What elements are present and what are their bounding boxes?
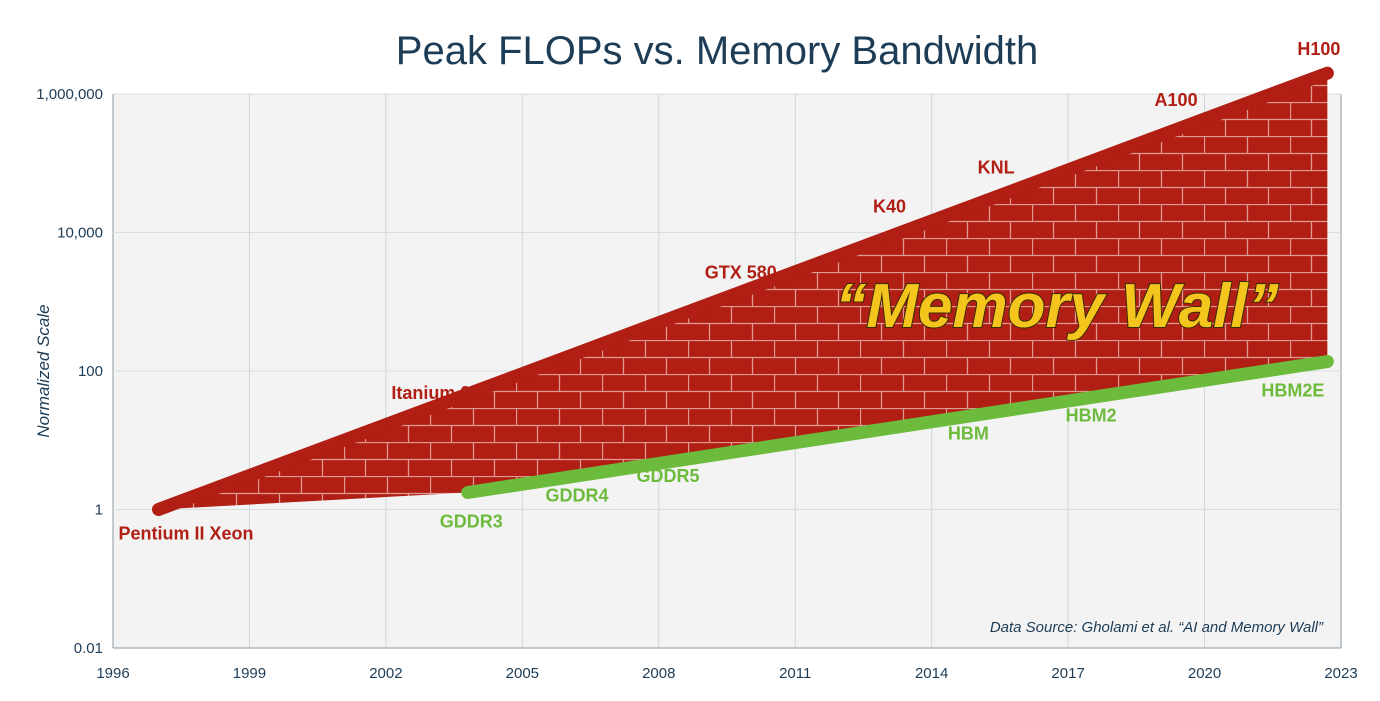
- flops-line: [151, 66, 1334, 516]
- memory-wall-annotation: “Memory Wall”: [835, 272, 1278, 341]
- chart-title: Peak FLOPs vs. Memory Bandwidth: [396, 29, 1038, 73]
- flops-point-label: KNL: [978, 158, 1015, 178]
- flops-point-label: Itanium 2: [391, 383, 470, 403]
- bandwidth-point-label: HBM2: [1066, 406, 1117, 426]
- flops-point-label: K40: [873, 197, 906, 217]
- x-tick-label: 1999: [233, 665, 266, 682]
- flops-point-label: GTX 580: [705, 263, 777, 283]
- x-tick-label: 2005: [506, 665, 539, 682]
- flops-point-label: H100: [1297, 39, 1340, 59]
- bandwidth-point-label: GDDR4: [546, 486, 609, 506]
- y-tick-label: 10,000: [57, 225, 103, 242]
- x-tick-label: 2020: [1188, 665, 1221, 682]
- x-tick-label: 1996: [96, 665, 129, 682]
- y-tick-label: 1,000,000: [36, 86, 103, 103]
- x-tick-label: 2008: [642, 665, 675, 682]
- y-tick-label: 100: [78, 363, 103, 380]
- y-tick-label: 0.01: [74, 640, 103, 657]
- y-axis-label: Normalized Scale: [34, 304, 53, 437]
- flops-point-label: Pentium II Xeon: [118, 524, 253, 544]
- y-tick-label: 1: [95, 502, 103, 519]
- bandwidth-point-label: GDDR5: [637, 466, 700, 486]
- bandwidth-point-label: GDDR3: [440, 511, 503, 531]
- bandwidth-point-label: HBM2E: [1261, 381, 1324, 401]
- x-tick-label: 2014: [915, 665, 948, 682]
- x-tick-label: 2017: [1051, 665, 1084, 682]
- bandwidth-line: [461, 355, 1334, 499]
- x-tick-label: 2002: [369, 665, 402, 682]
- bandwidth-point-label: HBM: [948, 424, 989, 444]
- flops-point-label: A100: [1155, 90, 1198, 110]
- data-source-note: Data Source: Gholami et al. “AI and Memo…: [990, 619, 1324, 636]
- x-tick-label: 2011: [779, 665, 811, 682]
- x-tick-label: 2023: [1324, 665, 1357, 682]
